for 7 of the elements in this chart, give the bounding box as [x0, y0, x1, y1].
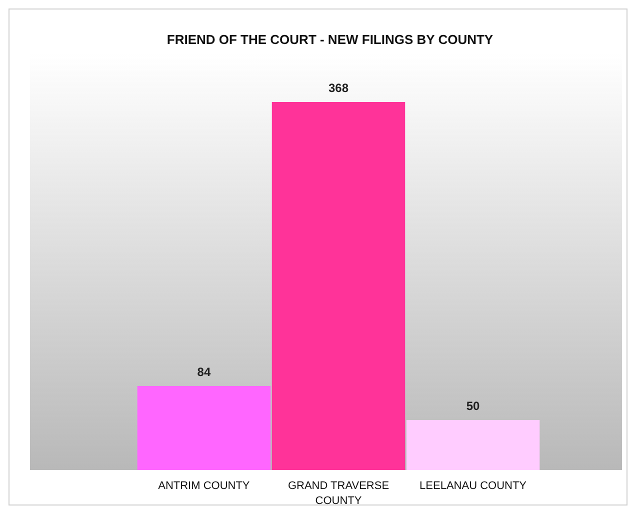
chart-title: FRIEND OF THE COURT - NEW FILINGS BY COUNTY	[166, 32, 494, 47]
x-tick-label: ANTRIM COUNTY	[158, 480, 250, 492]
data-label: 368	[328, 81, 349, 95]
x-tick-label: GRAND TRAVERSE COUNTY	[288, 480, 390, 507]
data-label: 84	[197, 365, 211, 379]
x-tick-label: LEELANAU COUNTY	[420, 480, 528, 492]
data-label: 50	[466, 399, 480, 413]
